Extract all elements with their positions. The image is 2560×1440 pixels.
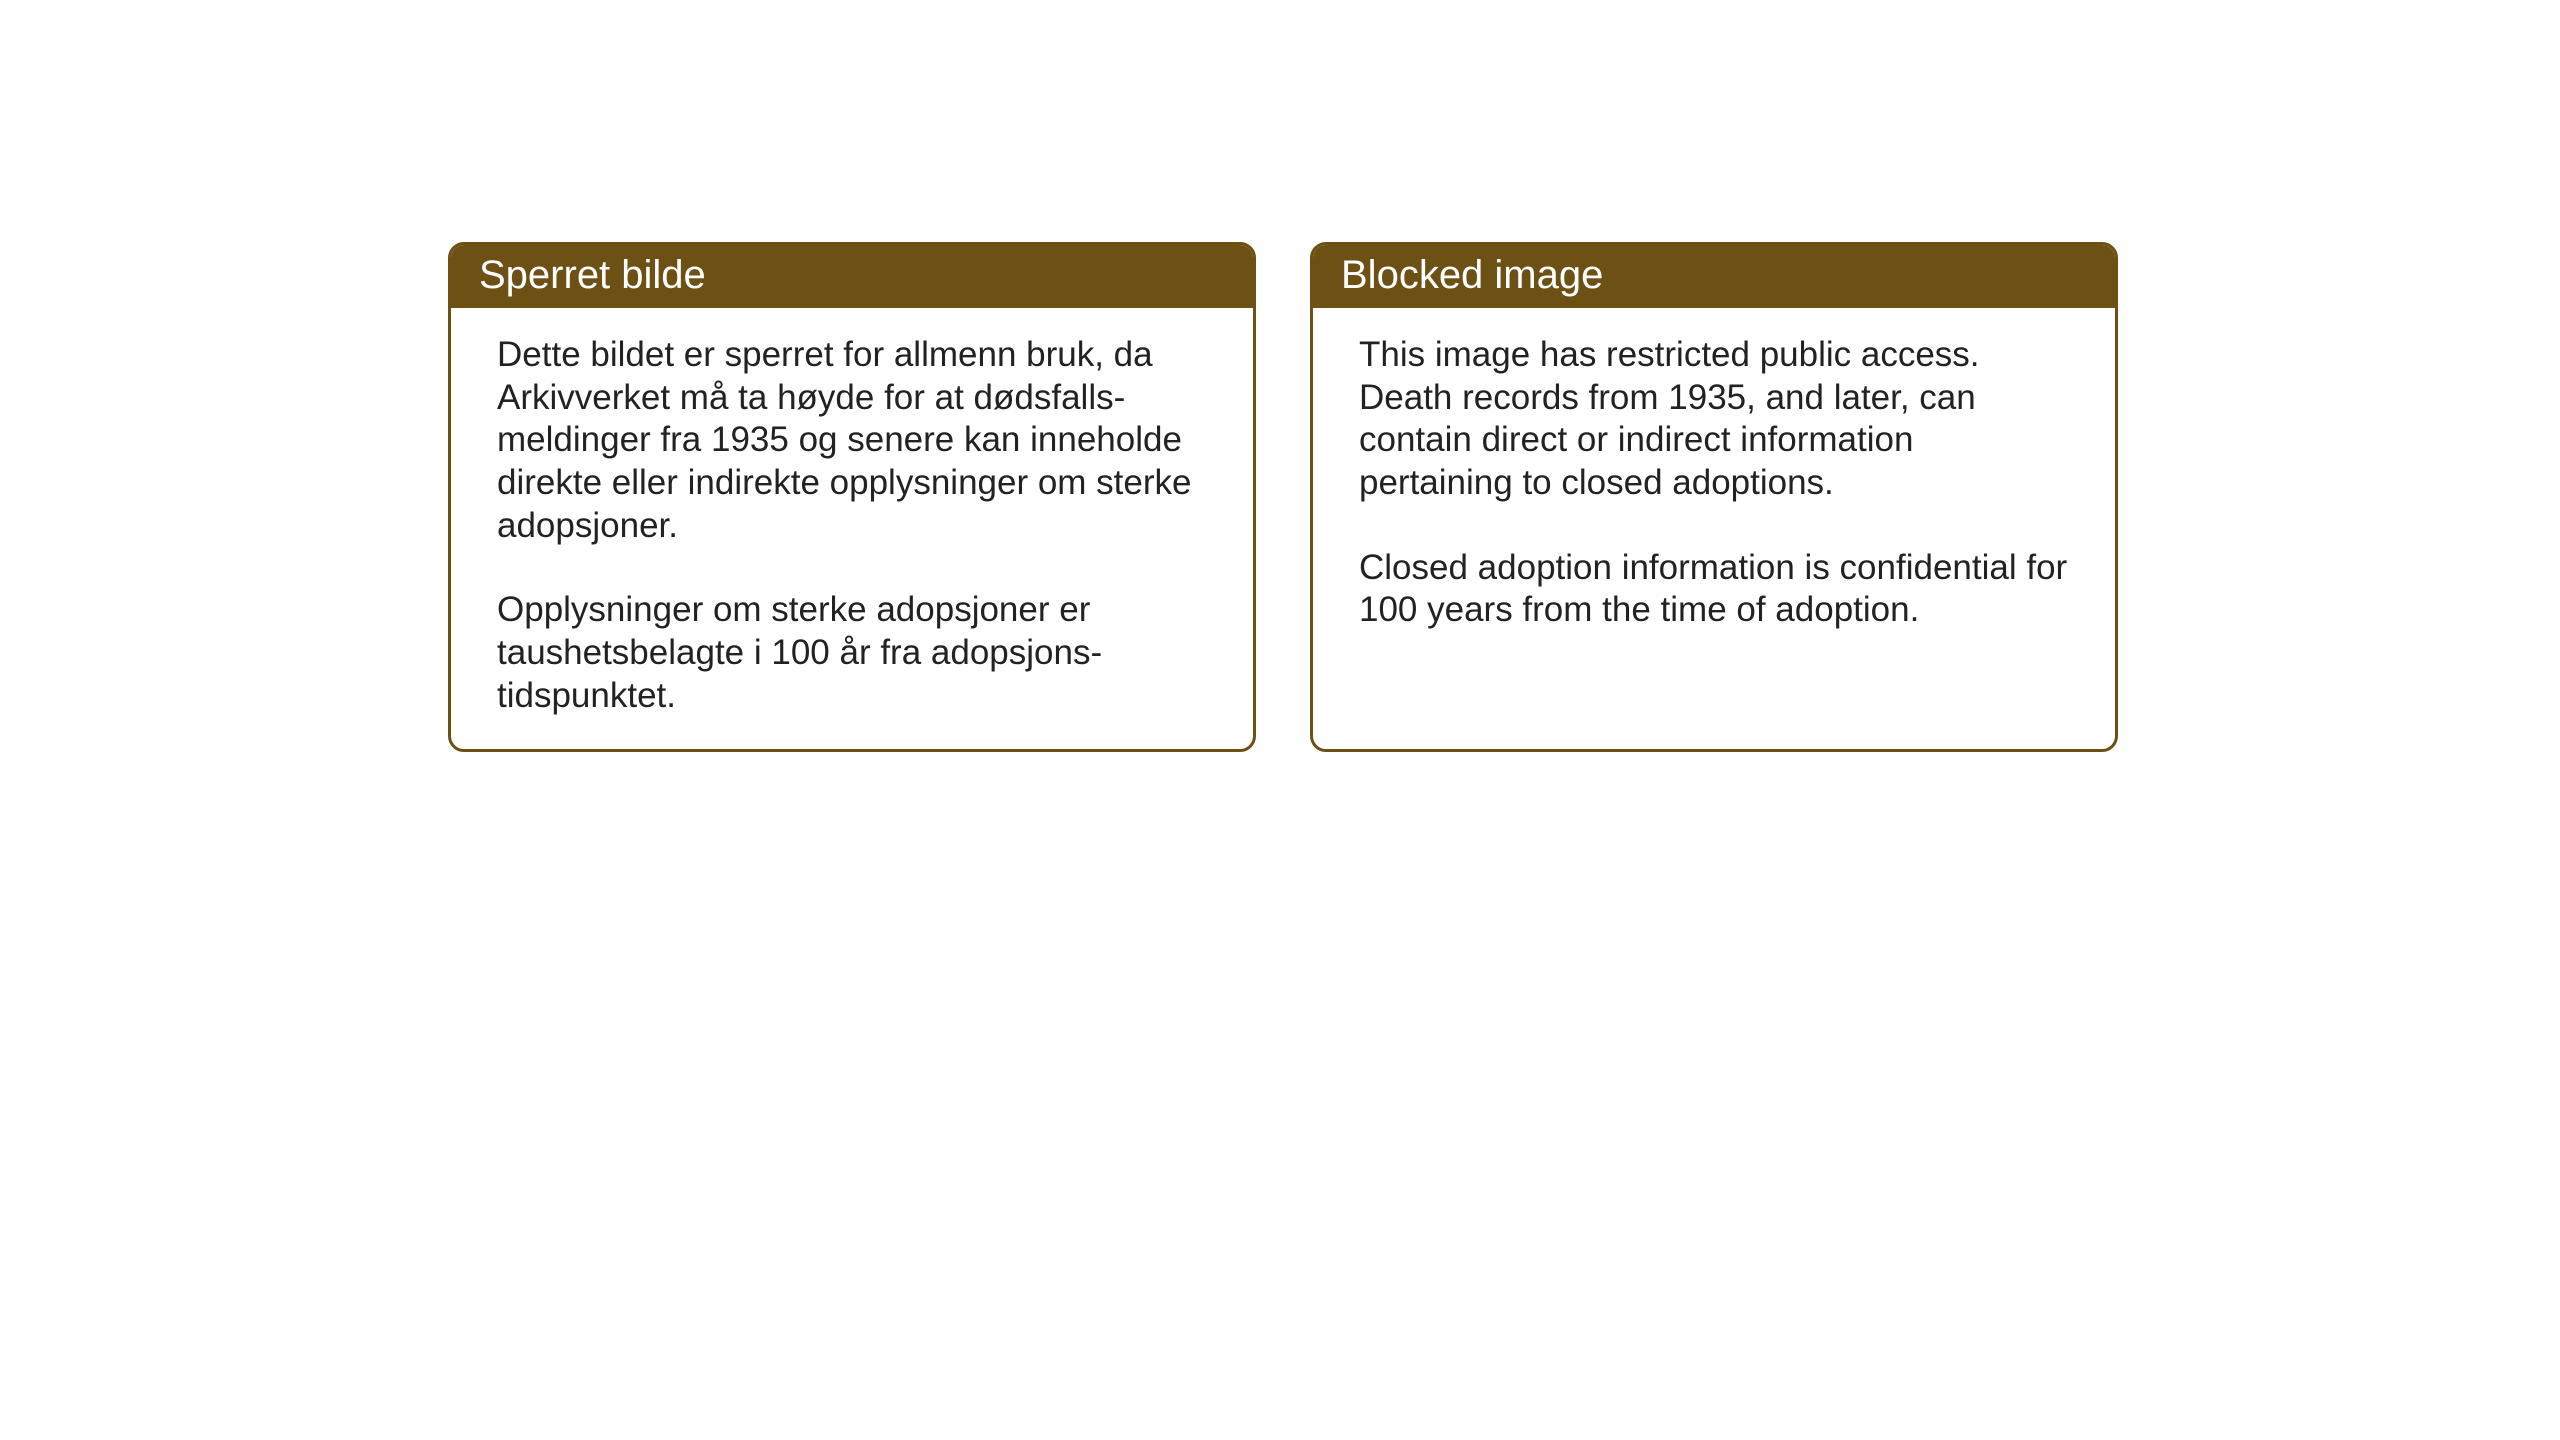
card-body-norwegian: Dette bildet er sperret for allmenn bruk…	[451, 308, 1253, 744]
card-body-english: This image has restricted public access.…	[1313, 308, 2115, 658]
card-title-english: Blocked image	[1341, 253, 1603, 297]
paragraph-norwegian-2: Opplysninger om sterke adopsjoner er tau…	[497, 589, 1207, 717]
card-title-norwegian: Sperret bilde	[479, 253, 706, 297]
card-norwegian: Sperret bilde Dette bildet er sperret fo…	[448, 242, 1256, 752]
card-english: Blocked image This image has restricted …	[1310, 242, 2118, 752]
cards-container: Sperret bilde Dette bildet er sperret fo…	[448, 242, 2118, 752]
paragraph-english-1: This image has restricted public access.…	[1359, 334, 2069, 505]
card-header-english: Blocked image	[1313, 245, 2115, 308]
card-header-norwegian: Sperret bilde	[451, 245, 1253, 308]
paragraph-norwegian-1: Dette bildet er sperret for allmenn bruk…	[497, 334, 1207, 547]
paragraph-english-2: Closed adoption information is confident…	[1359, 547, 2069, 632]
